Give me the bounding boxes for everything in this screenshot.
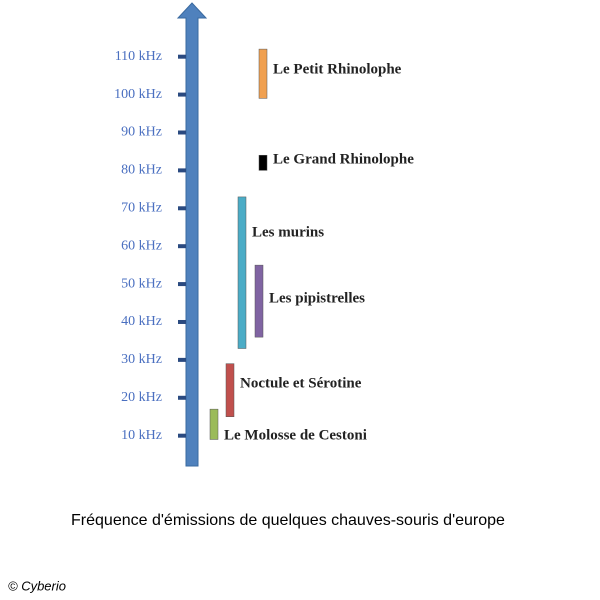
range-bar [258, 154, 268, 171]
range-bar [225, 363, 235, 417]
y-tick-label: 80 kHz [121, 163, 162, 178]
range-bar [254, 264, 264, 338]
bar-label: Le Grand Rhinolophe [273, 151, 414, 167]
y-tick-label: 20 kHz [121, 390, 162, 405]
y-tick-label: 100 kHz [114, 87, 162, 102]
chart-title: Fréquence d'émissions de quelques chauve… [71, 512, 505, 529]
y-tick-label: 50 kHz [121, 276, 162, 291]
y-tick-label: 90 kHz [121, 125, 162, 140]
y-tick-label: 110 kHz [115, 49, 162, 64]
range-bar [209, 408, 219, 440]
y-tick-label: 10 kHz [121, 428, 162, 443]
bar-label: Le Molosse de Cestoni [224, 427, 367, 443]
bar-label: Le Petit Rhinolophe [273, 61, 402, 77]
axis-arrow [176, 2, 208, 467]
range-bar [258, 48, 268, 99]
bar-label: Les murins [252, 224, 324, 240]
y-tick-label: 60 kHz [121, 238, 162, 253]
y-tick-label: 30 kHz [121, 352, 162, 367]
bar-label: Noctule et Sérotine [240, 375, 362, 391]
bar-label: Les pipistrelles [269, 290, 365, 306]
credit: © Cyberio [8, 578, 66, 593]
range-bar [237, 196, 247, 349]
y-tick-label: 70 kHz [121, 201, 162, 216]
y-tick-label: 40 kHz [121, 314, 162, 329]
